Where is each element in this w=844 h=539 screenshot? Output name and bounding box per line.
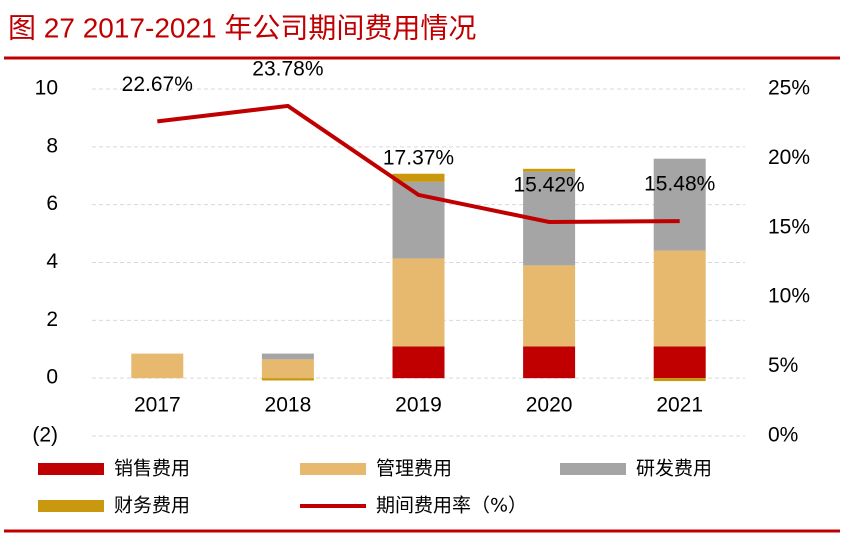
- y2-tick-label: 5%: [768, 354, 798, 377]
- y2-tick-label: 0%: [768, 424, 798, 447]
- data-label: 22.67%: [122, 73, 193, 96]
- bar: [261, 378, 314, 381]
- legend-swatch: [560, 463, 626, 475]
- x-tick-label: 2019: [395, 394, 442, 417]
- legend-label: 财务费用: [114, 495, 190, 517]
- bar: [653, 250, 706, 347]
- legend-swatch: [38, 463, 104, 475]
- bar: [392, 258, 445, 347]
- bar: [523, 168, 576, 172]
- x-tick-label: 2017: [134, 394, 181, 417]
- y-tick-label: 10: [35, 77, 58, 100]
- data-label: 23.78%: [252, 57, 323, 80]
- y2-tick-label: 25%: [768, 77, 810, 100]
- data-label: 15.42%: [513, 174, 584, 197]
- y-tick-label: 8: [46, 134, 58, 157]
- legend-label: 研发费用: [636, 458, 712, 480]
- data-label: 15.48%: [644, 173, 715, 196]
- y-tick-label: 2: [46, 308, 58, 331]
- legend-swatch: [38, 500, 104, 512]
- bar: [261, 353, 314, 360]
- y-tick-label: 4: [46, 250, 58, 273]
- bar: [523, 346, 576, 379]
- y-tick-label: (2): [32, 424, 58, 447]
- legend-swatch: [300, 463, 366, 475]
- x-tick-label: 2018: [265, 394, 312, 417]
- bar: [261, 359, 314, 379]
- bar: [392, 346, 445, 379]
- y2-tick-label: 10%: [768, 285, 810, 308]
- y2-tick-label: 15%: [768, 215, 810, 238]
- bar: [653, 158, 706, 251]
- legend-label: 销售费用: [114, 458, 190, 480]
- bar: [653, 378, 706, 382]
- x-tick-label: 2020: [526, 394, 573, 417]
- y-tick-label: 6: [46, 192, 58, 215]
- data-label: 17.37%: [383, 146, 454, 169]
- legend-label: 期间费用率（%）: [376, 495, 527, 517]
- y-tick-label: 0: [46, 366, 58, 389]
- bar: [523, 265, 576, 347]
- bar: [392, 173, 445, 182]
- chart-title: 图 27 2017-2021 年公司期间费用情况: [8, 12, 476, 43]
- y2-tick-label: 20%: [768, 146, 810, 169]
- legend-label: 管理费用: [376, 458, 452, 480]
- bar: [131, 353, 184, 379]
- bar: [653, 346, 706, 379]
- line: [157, 103, 680, 224]
- x-tick-label: 2021: [656, 394, 703, 417]
